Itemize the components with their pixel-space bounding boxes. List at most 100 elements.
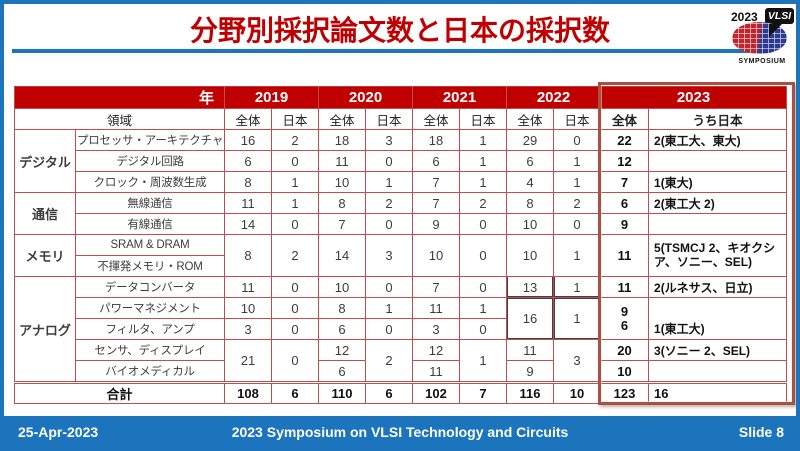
- total-value-2023-cell: 123: [600, 381, 650, 404]
- year-2022-cell: 2022: [506, 86, 602, 109]
- japan-2023-cell: 1(東工大): [648, 297, 788, 340]
- value-cell: 11: [412, 297, 461, 319]
- area-cell: 不揮発メモリ・ROM: [74, 255, 226, 277]
- value-cell: 8: [318, 192, 367, 214]
- total-value-cell: 108: [224, 381, 273, 404]
- title-underline: [12, 49, 758, 53]
- value-2023-cell: 10: [600, 360, 650, 383]
- year-2019-cell: 2019: [224, 86, 320, 109]
- japan-2023-cell: 2(東工大、東大): [648, 129, 788, 151]
- value-cell: 0: [365, 213, 414, 235]
- total-value-cell: 6: [365, 381, 414, 404]
- value-cell: 9: [412, 213, 461, 235]
- value-2023-cell: 7: [600, 171, 650, 193]
- japan-2023-cell: 2(ルネサス、日立): [648, 276, 788, 298]
- table-row: デジタル回路 6 0 11 0 6 1 6 1 12: [15, 150, 788, 172]
- value-cell: 0: [459, 234, 508, 277]
- year-2020-cell: 2020: [318, 86, 414, 109]
- value-cell: 12: [318, 339, 367, 361]
- subcol-japan-cell: 日本: [271, 108, 320, 130]
- total-value-cell: 10: [553, 381, 602, 404]
- value-cell: 1: [459, 297, 508, 319]
- table-row: メモリ SRAM & DRAM 8 2 14 3 10 0 10 1 11 5(…: [14, 234, 788, 277]
- globe-icon: [732, 22, 787, 54]
- papers-table-wrap: 年 2019 2020 2021 2022 2023 領域 全体 日本 全体 日…: [13, 86, 788, 404]
- group-digital-cell: デジタル: [14, 129, 76, 193]
- total-value-cell: 102: [412, 381, 461, 404]
- subcol-total-cell: 全体: [506, 108, 555, 130]
- table-row: アナログ データコンバータ 11 0 10 0 7 0 13 1 11 2(ルネ…: [14, 276, 788, 383]
- header-subcol-row: 領域 全体 日本 全体 日本 全体 日本 全体 日本 全体 うち日本: [13, 108, 788, 130]
- value-2023-cell: 6: [600, 192, 650, 214]
- value-cell: 2: [365, 192, 414, 214]
- value-cell: 0: [365, 276, 414, 298]
- vlsi-symposium-logo: 2023 VLSI SYMPOSIUM: [730, 6, 794, 66]
- group-comm-cell: 通信: [14, 192, 76, 235]
- area-cell: データコンバータ: [74, 276, 226, 298]
- value-cell: 10: [506, 234, 555, 277]
- value-cell: 6: [224, 150, 273, 172]
- value-cell: 1: [271, 192, 320, 214]
- logo-symposium-text: SYMPOSIUM: [738, 58, 786, 65]
- value-cell: 16: [224, 129, 273, 151]
- area-label-cell: 領域: [13, 108, 226, 130]
- value-cell: 9: [506, 360, 555, 383]
- value-2023-cell: 22: [600, 129, 650, 151]
- value-cell: 18: [412, 129, 461, 151]
- value-cell: 11: [506, 339, 555, 361]
- area-cell: 無線通信: [74, 192, 226, 214]
- value-cell: 2: [271, 129, 320, 151]
- value-cell: 6: [318, 360, 367, 383]
- subcol-total-2023-cell: 全体: [600, 108, 650, 130]
- japan-2023-cell: 2(東工大 2): [648, 192, 788, 214]
- value-cell: 2: [365, 339, 414, 383]
- total-value-cell: 116: [506, 381, 555, 404]
- subcol-total-cell: 全体: [318, 108, 367, 130]
- value-cell: 0: [271, 276, 320, 298]
- value-cell: 0: [459, 276, 508, 298]
- japan-2023-cell: [648, 150, 788, 172]
- value-cell: 0: [271, 213, 320, 235]
- subcol-japan-2023-cell: うち日本: [648, 108, 788, 130]
- value-cell: 10: [412, 234, 461, 277]
- subcol-total-cell: 全体: [412, 108, 461, 130]
- value-cell: 1: [459, 150, 508, 172]
- japan-2023-cell: [648, 213, 788, 235]
- value-cell: 1: [365, 171, 414, 193]
- value-cell: 1: [459, 339, 508, 383]
- value-cell: 7: [412, 192, 461, 214]
- value-cell: 3: [365, 234, 414, 277]
- subcol-japan-cell: 日本: [365, 108, 414, 130]
- value-2023-cell: 9: [600, 213, 650, 235]
- table-row: センサ、ディスプレイ 21 0 12 2 12 1 11 3 20 3(ソニー …: [15, 339, 788, 383]
- area-cell: バイオメディカル: [74, 360, 226, 383]
- value-cell: 1: [553, 297, 602, 340]
- year-2021-cell: 2021: [412, 86, 508, 109]
- value-cell: 0: [271, 297, 320, 319]
- header-year-row: 年 2019 2020 2021 2022 2023: [13, 86, 788, 109]
- value-cell: 7: [412, 276, 461, 298]
- japan-2023-cell: [648, 360, 788, 383]
- value-2023-cell: 11: [600, 234, 650, 277]
- value-cell: 6: [412, 150, 461, 172]
- vlsi-badge: VLSI: [765, 8, 794, 24]
- value-cell: 10: [224, 297, 273, 319]
- value-cell: 11: [412, 360, 461, 383]
- value-cell: 12: [412, 339, 461, 361]
- value-cell: 8: [224, 171, 273, 193]
- value-cell: 1: [553, 150, 602, 172]
- table-row: パワーマネジメント 10 0 8 1 11 1 16 1 9 6 1(東工大): [15, 297, 788, 340]
- value-cell: 16: [506, 297, 555, 340]
- total-value-cell: 6: [271, 381, 320, 404]
- value-cell: 7: [412, 171, 461, 193]
- footer-bar: 25-Apr-2023 2023 Symposium on VLSI Techn…: [4, 416, 796, 447]
- japan-2023-cell: 1(東大): [648, 171, 788, 193]
- area-cell: SRAM & DRAM: [74, 234, 226, 256]
- value-cell: 0: [553, 129, 602, 151]
- year-2023-cell: 2023: [600, 86, 788, 109]
- area-cell: パワーマネジメント: [74, 297, 226, 319]
- value-power-2023: 9: [620, 303, 629, 319]
- total-value-cell: 110: [318, 381, 367, 404]
- area-cell: プロセッサ・アーキテクチャ: [74, 129, 226, 151]
